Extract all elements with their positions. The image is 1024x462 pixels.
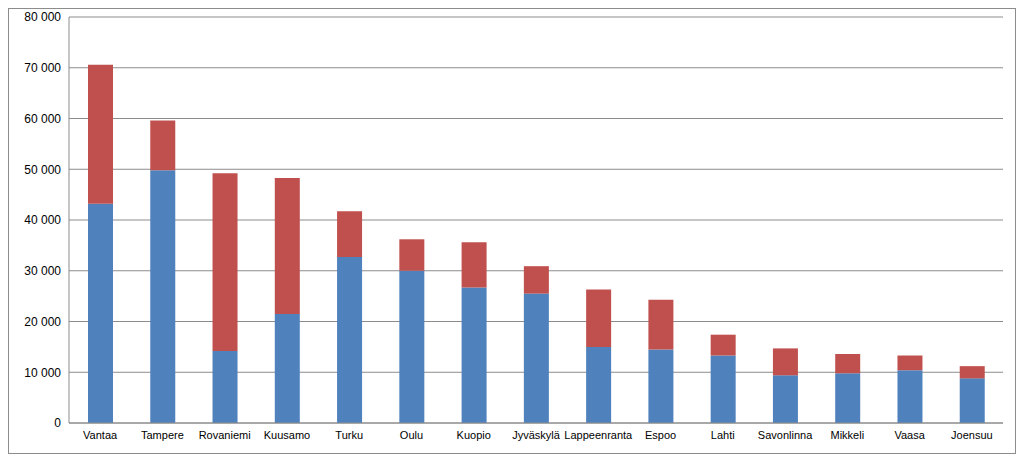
svg-text:Oulu: Oulu <box>400 429 423 441</box>
svg-text:0: 0 <box>54 416 61 430</box>
svg-text:Savonlinna: Savonlinna <box>758 429 813 441</box>
svg-text:30 000: 30 000 <box>24 264 61 278</box>
svg-text:Kuusamo: Kuusamo <box>264 429 310 441</box>
svg-text:Turku: Turku <box>335 429 363 441</box>
svg-text:80 000: 80 000 <box>24 10 61 24</box>
svg-text:Vaasa: Vaasa <box>894 429 925 441</box>
svg-text:40 000: 40 000 <box>24 213 61 227</box>
svg-text:50 000: 50 000 <box>24 163 61 177</box>
svg-text:Mikkeli: Mikkeli <box>831 429 865 441</box>
svg-text:Jyväskylä: Jyväskylä <box>512 429 561 441</box>
svg-text:Joensuu: Joensuu <box>951 429 993 441</box>
svg-text:20 000: 20 000 <box>24 315 61 329</box>
svg-text:Vantaa: Vantaa <box>83 429 118 441</box>
svg-text:Kuopio: Kuopio <box>457 429 491 441</box>
svg-text:70 000: 70 000 <box>24 61 61 75</box>
svg-text:Rovaniemi: Rovaniemi <box>199 429 251 441</box>
svg-text:Espoo: Espoo <box>645 429 676 441</box>
svg-text:10 000: 10 000 <box>24 366 61 380</box>
svg-text:Lappeenranta: Lappeenranta <box>564 429 633 441</box>
svg-text:Lahti: Lahti <box>711 429 735 441</box>
svg-text:60 000: 60 000 <box>24 112 61 126</box>
svg-text:Tampere: Tampere <box>141 429 184 441</box>
